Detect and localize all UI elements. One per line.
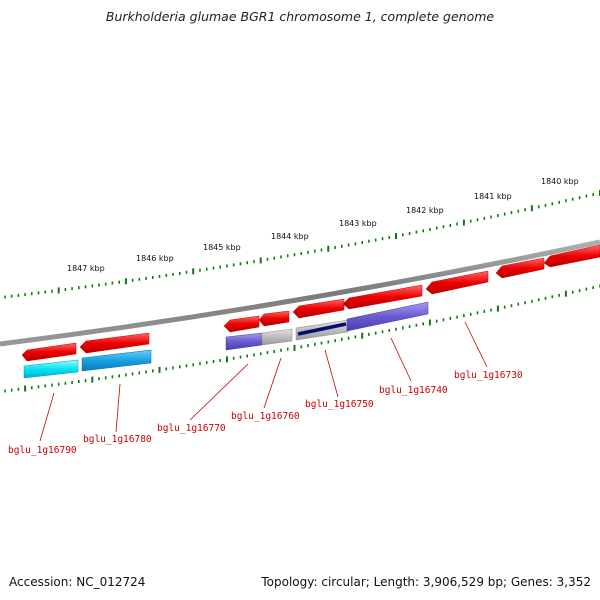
gene-label[interactable]: bglu_1g16770 (157, 423, 226, 434)
gene-box[interactable] (81, 349, 152, 372)
accession-text: Accession: NC_012724 (9, 575, 146, 589)
gene-label[interactable]: bglu_1g16740 (379, 385, 448, 396)
scale-label: 1840 kbp (541, 177, 579, 186)
gene-arrow[interactable] (79, 332, 150, 354)
map-title: Burkholderia glumae BGR1 chromosome 1, c… (105, 9, 495, 24)
gene-box[interactable] (23, 359, 79, 379)
gene-box[interactable] (225, 332, 263, 351)
gene-label[interactable]: bglu_1g16780 (83, 434, 152, 445)
leader-line (189, 363, 249, 421)
gene-label[interactable]: bglu_1g16750 (305, 399, 374, 410)
outer-scale-ticks (4, 190, 600, 299)
gene-box[interactable] (261, 328, 293, 346)
leader-line (115, 383, 121, 433)
leader-line (390, 337, 412, 382)
scale-label: 1843 kbp (339, 219, 377, 228)
gene-arrow[interactable] (223, 315, 260, 333)
gene-label[interactable]: bglu_1g16730 (454, 370, 523, 381)
leader-line (263, 357, 282, 409)
leader-line (324, 349, 339, 398)
leader-line (464, 321, 488, 368)
gene-label[interactable]: bglu_1g16760 (231, 411, 300, 422)
forward-strand-genes (21, 244, 600, 362)
scale-label: 1845 kbp (203, 243, 241, 252)
scale-labels: 1847 kbp 1846 kbp 1845 kbp 1844 kbp 1843… (67, 177, 579, 273)
gene-arrow[interactable] (543, 244, 600, 268)
leader-line (39, 392, 55, 442)
gene-arrow[interactable] (425, 270, 489, 295)
label-leader-lines (39, 321, 488, 442)
scale-label: 1844 kbp (271, 232, 309, 241)
scale-label: 1847 kbp (67, 264, 105, 273)
gene-highlight (297, 322, 347, 336)
gene-arrow[interactable] (342, 284, 423, 310)
scale-label: 1846 kbp (136, 254, 174, 263)
topology-text: Topology: circular; Length: 3,906,529 bp… (261, 575, 591, 589)
reverse-strand-genes (23, 301, 429, 379)
scale-label: 1841 kbp (474, 192, 512, 201)
genome-backbone (0, 239, 600, 347)
gene-box[interactable] (346, 301, 429, 332)
gene-arrow[interactable] (258, 310, 290, 327)
gene-arrow[interactable] (21, 342, 77, 362)
inner-scale-ticks (4, 284, 600, 393)
gene-label[interactable]: bglu_1g16790 (8, 445, 77, 456)
scale-label: 1842 kbp (406, 206, 444, 215)
gene-labels: bglu_1g16790 bglu_1g16780 bglu_1g16770 b… (8, 370, 523, 456)
gene-arrow[interactable] (495, 257, 545, 279)
